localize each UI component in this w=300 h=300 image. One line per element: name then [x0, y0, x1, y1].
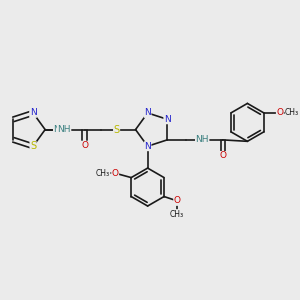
Text: CH₃: CH₃ [285, 108, 299, 117]
Text: O: O [219, 152, 226, 160]
Text: CH₃: CH₃ [170, 209, 184, 218]
Text: N: N [53, 125, 60, 134]
Text: O: O [276, 108, 284, 117]
Text: N: N [144, 108, 151, 117]
Text: CH₃: CH₃ [96, 169, 110, 178]
Text: S: S [113, 124, 120, 135]
Text: S: S [30, 141, 36, 151]
Text: N: N [144, 142, 151, 151]
Text: O: O [112, 169, 119, 178]
Text: NH: NH [195, 135, 209, 144]
Text: H: H [58, 125, 64, 134]
Text: O: O [174, 196, 181, 206]
Text: O: O [81, 141, 88, 150]
Text: N: N [164, 115, 171, 124]
Text: NH: NH [57, 125, 71, 134]
Text: N: N [30, 108, 36, 117]
